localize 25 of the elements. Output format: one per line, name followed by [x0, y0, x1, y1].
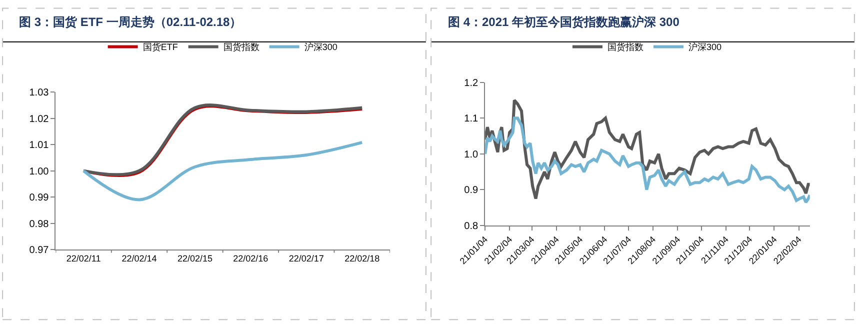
y-tick-label: 1.02 — [29, 114, 50, 125]
y-tick-label: 0.8 — [464, 221, 478, 232]
chart-title: 图 3：国货 ETF 一周走势（02.11-02.18） — [19, 15, 242, 29]
y-tick-label: 1.1 — [464, 114, 478, 125]
legend-label: 沪深300 — [688, 42, 722, 52]
x-tick-label: 22/02/16 — [233, 253, 268, 264]
y-tick-label: 0.98 — [29, 218, 50, 230]
y-tick-label: 1.0 — [464, 149, 478, 160]
x-tick-label: 22/02/15 — [177, 253, 212, 264]
legend-label: 国货指数 — [223, 42, 260, 52]
y-tick-label: 1.01 — [29, 140, 50, 152]
y-tick-label: 1.00 — [29, 166, 50, 178]
legend-label: 国货指数 — [607, 42, 644, 52]
y-tick-label: 1.03 — [29, 87, 50, 98]
x-tick-label: 22/02/11 — [66, 253, 101, 264]
y-tick-label: 0.9 — [464, 185, 478, 196]
x-tick-label: 22/02/18 — [344, 253, 380, 264]
legend-label: 沪深300 — [304, 42, 338, 52]
x-tick-label: 22/02/17 — [288, 253, 324, 264]
legend-label: 国货ETF — [142, 42, 178, 52]
y-tick-label: 0.99 — [29, 192, 50, 204]
y-tick-label: 1.2 — [464, 78, 478, 89]
x-tick-label: 22/02/14 — [122, 253, 157, 264]
chart-title: 图 4：2021 年初至今国货指数跑赢沪深 300 — [448, 15, 680, 29]
y-tick-label: 0.97 — [29, 245, 50, 256]
